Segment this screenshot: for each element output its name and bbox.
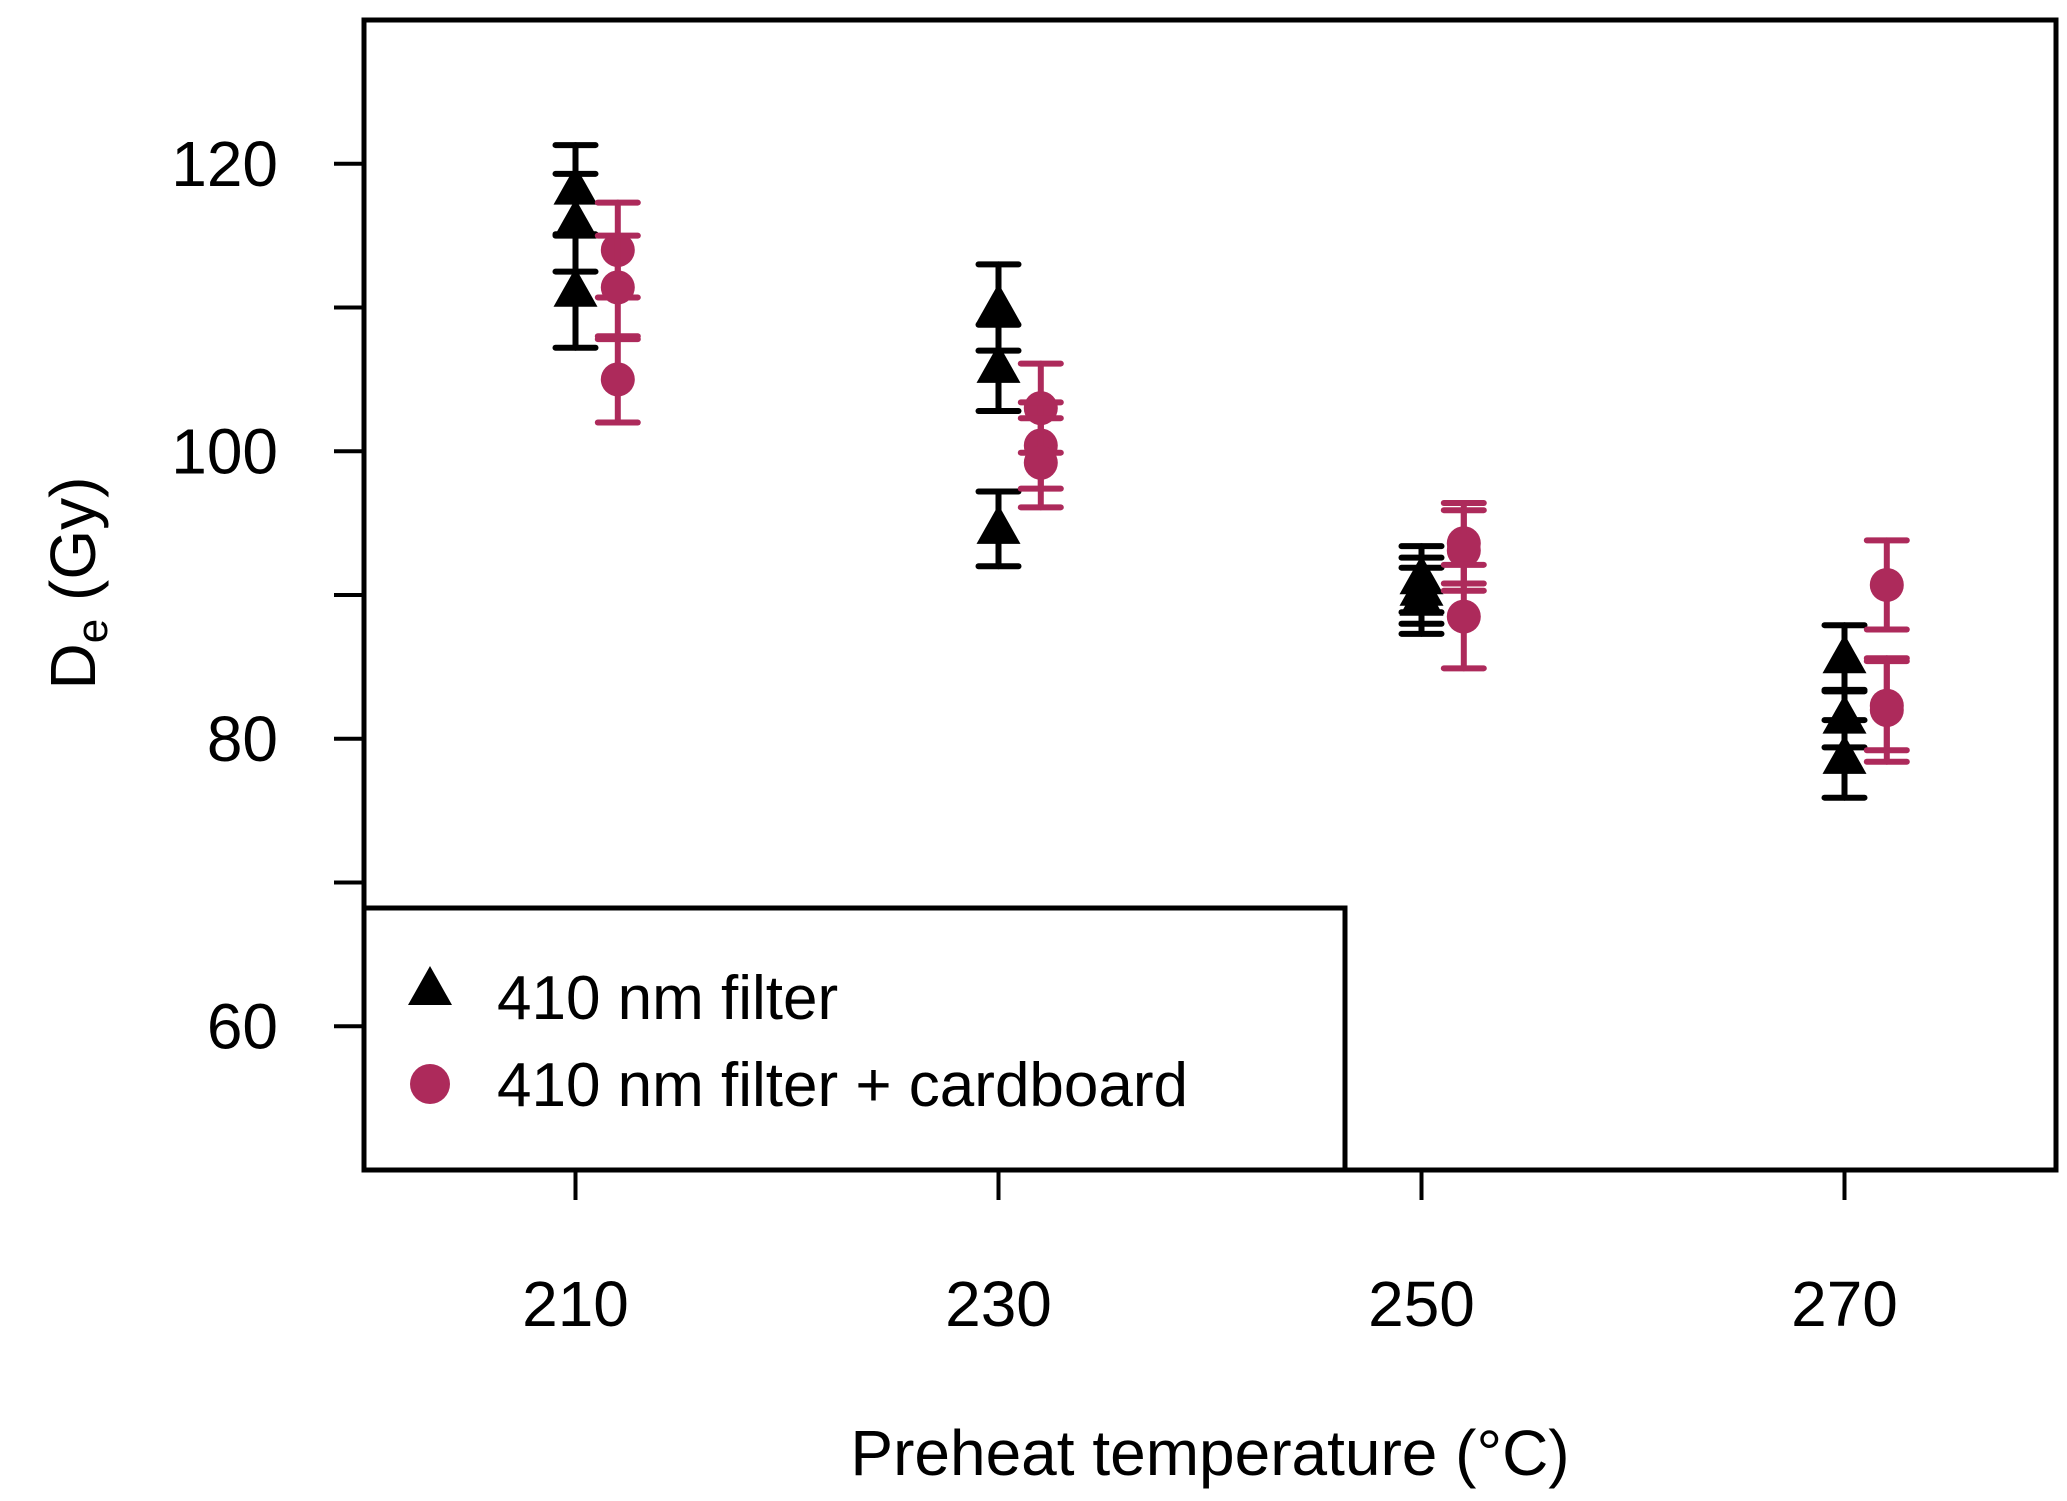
- data-point-triangle: [1399, 576, 1444, 616]
- x-tick-label: 250: [1368, 1268, 1475, 1340]
- data-point-circle: [1023, 445, 1058, 480]
- data-point-triangle: [976, 504, 1021, 544]
- legend-label-series-2: 410 nm filter + cardboard: [497, 1051, 1188, 1120]
- legend-triangle-marker: [408, 966, 452, 1005]
- x-tick-label: 230: [945, 1268, 1052, 1340]
- y-axis-label-sub: e: [68, 619, 117, 643]
- y-axis-label-unit: (Gy): [37, 477, 109, 619]
- y-axis-label-main: D: [37, 643, 109, 689]
- x-tick-label: 270: [1791, 1268, 1898, 1340]
- y-tick-label: 80: [207, 703, 278, 775]
- data-point-circle: [1869, 693, 1904, 727]
- data-point-triangle: [553, 198, 598, 238]
- data-point-circle: [1869, 567, 1904, 602]
- data-point-circle: [600, 270, 635, 305]
- y-tick-label: 60: [207, 990, 278, 1062]
- data-point-triangle: [553, 267, 598, 307]
- data-point-triangle: [1822, 694, 1867, 734]
- x-axis-label: Preheat temperature (°C): [850, 1417, 1569, 1489]
- legend-label-series-1: 410 nm filter: [497, 964, 838, 1033]
- y-tick-label: 120: [171, 128, 278, 200]
- data-point-circle: [1446, 533, 1481, 568]
- plot-frame: [361, 17, 2059, 1173]
- y-tick-label: 100: [171, 415, 278, 487]
- data-marks: [552, 142, 1910, 801]
- legend-circle-marker: [410, 1064, 450, 1104]
- y-axis-label: De (Gy): [37, 477, 117, 690]
- series-2: [594, 199, 1910, 765]
- data-point-triangle: [976, 343, 1021, 383]
- legend-box: [361, 905, 1348, 1173]
- x-tick-label: 210: [522, 1268, 629, 1340]
- data-point-triangle: [1822, 734, 1867, 774]
- series-1: [552, 142, 1868, 801]
- data-point-circle: [1446, 599, 1481, 634]
- legend: 410 nm filter 410 nm filter + cardboard: [361, 905, 1348, 1173]
- data-point-triangle: [1822, 634, 1867, 674]
- data-point-triangle: [976, 283, 1021, 323]
- data-point-circle: [600, 362, 635, 397]
